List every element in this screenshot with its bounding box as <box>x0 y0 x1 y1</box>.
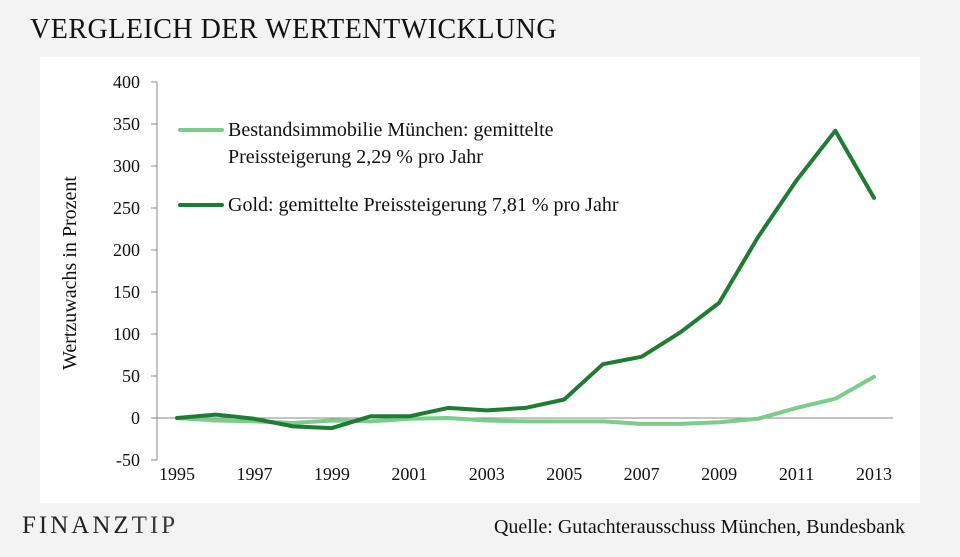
y-axis-label: Wertzuwachs in Prozent <box>59 176 81 370</box>
y-tick-label: 100 <box>113 324 140 344</box>
x-tick-label: 1997 <box>236 464 272 484</box>
y-tick-label: 350 <box>113 114 140 134</box>
y-tick-label: 150 <box>113 282 140 302</box>
series-line-2 <box>175 128 876 431</box>
legend-label-1: Preissteigerung 2,29 % pro Jahr <box>228 146 483 168</box>
series-line-1 <box>175 374 876 426</box>
logo-text-tip: TIP <box>131 512 179 539</box>
legend-label-2: Gold: gemittelte Preissteigerung 7,81 % … <box>228 194 619 216</box>
x-tick-label: 2007 <box>624 464 660 484</box>
y-tick-label: 0 <box>131 408 140 428</box>
page-title: VERGLEICH DER WERTENTWICKLUNG <box>30 14 558 45</box>
x-tick-label: 2003 <box>469 464 505 484</box>
x-tick-label: 2013 <box>856 464 892 484</box>
y-tick-label: 50 <box>122 366 140 386</box>
source-note: Quelle: Gutachterausschuss München, Bund… <box>493 516 905 538</box>
x-tick-label: 2009 <box>701 464 737 484</box>
y-tick-label: -50 <box>116 450 140 470</box>
y-tick-label: 200 <box>113 240 140 260</box>
logo-text-finanz: FINANZ <box>22 512 132 539</box>
y-tick-label: 250 <box>113 198 140 218</box>
y-tick-label: 400 <box>113 72 140 92</box>
x-tick-label: 1995 <box>159 464 195 484</box>
line-chart: -50 0 50 100 150 200 250 300 350 400 1995 1997 1999 2… <box>59 72 893 484</box>
finanztip-logo[interactable]: FINANZTIP <box>22 512 178 540</box>
x-tick-label: 2001 <box>391 464 427 484</box>
chart-panel: -50 0 50 100 150 200 250 300 350 400 1995 1997 1999 2… <box>40 57 920 503</box>
x-tick-label: 1999 <box>314 464 350 484</box>
legend-label-1: Bestandsimmobilie München: gemittelte <box>228 119 554 141</box>
x-tick-label: 2005 <box>546 464 582 484</box>
y-tick-label: 300 <box>113 156 140 176</box>
x-tick-label: 2011 <box>779 464 814 484</box>
